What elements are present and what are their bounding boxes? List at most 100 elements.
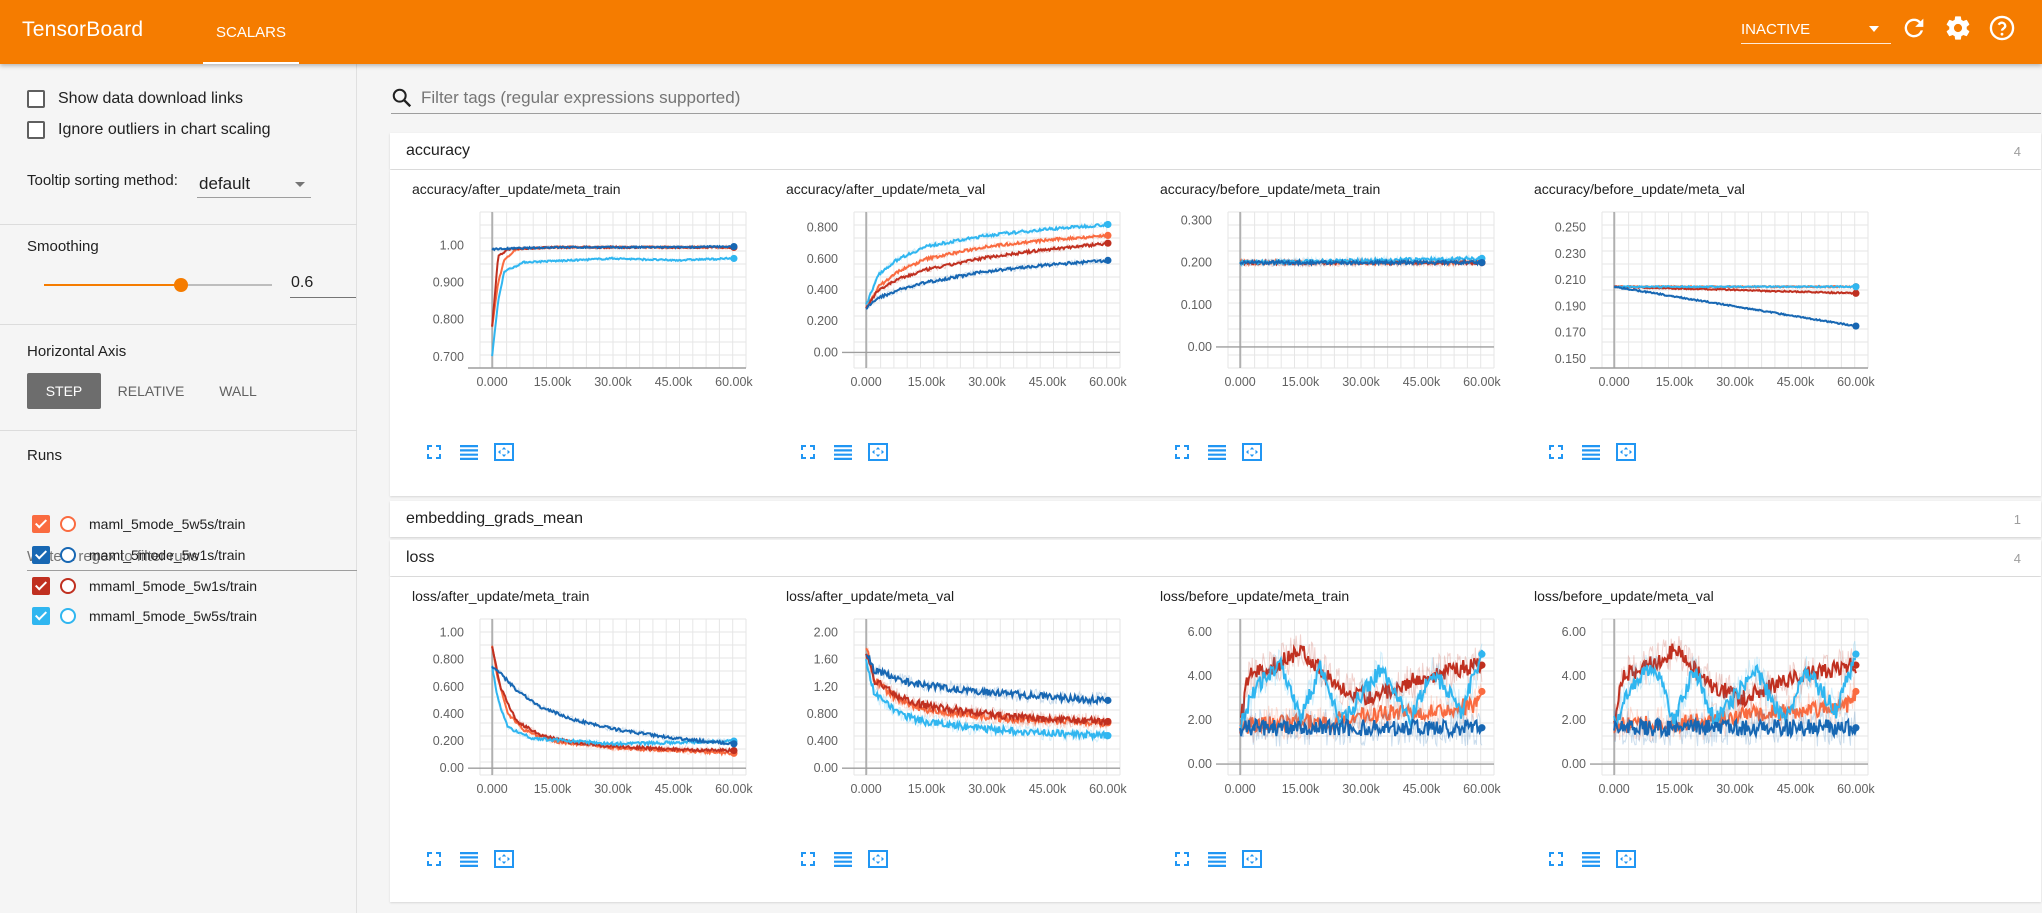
run-checkbox[interactable] (32, 577, 50, 595)
fullscreen-icon[interactable] (796, 847, 820, 871)
chart-card: loss/after_update/meta_train 1.00 0.800 0.6… (390, 577, 753, 877)
category-accuracy-header[interactable]: accuracy 4 (390, 133, 2041, 169)
x-tick-label: 30.00k (594, 375, 632, 389)
fit-domain-icon[interactable] (492, 440, 516, 464)
log-scale-icon[interactable] (457, 440, 481, 464)
series-endpoint (1104, 256, 1112, 264)
smoothing-value-input[interactable]: 0.6 (290, 268, 356, 298)
series-endpoint (1104, 696, 1112, 704)
tooltip-sorting-select[interactable]: default (197, 170, 311, 198)
series-line (865, 654, 1109, 706)
log-scale-icon[interactable] (831, 440, 855, 464)
x-tick-label: 30.00k (968, 375, 1006, 389)
gear-icon[interactable] (1944, 14, 1972, 42)
chart-plot[interactable]: 0.250 0.230 0.210 0.190 0.170 0.150 0.000 15.00… (1512, 200, 1892, 400)
run-color-radio[interactable] (60, 516, 76, 532)
fit-domain-icon[interactable] (866, 847, 890, 871)
y-tick-label: 1.00 (440, 626, 464, 640)
run-item[interactable]: mmaml_5mode_5w5s/train (32, 607, 257, 625)
fullscreen-icon[interactable] (1170, 847, 1194, 871)
x-tick-label: 30.00k (1716, 782, 1754, 796)
y-tick-label: 0.800 (433, 313, 464, 327)
refresh-icon[interactable] (1900, 14, 1928, 42)
series-endpoint (1478, 650, 1486, 658)
x-tick-label: 45.00k (655, 375, 693, 389)
run-color-radio[interactable] (60, 547, 76, 563)
run-item[interactable]: maml_5mode_5w1s/train (32, 546, 245, 564)
series-line (865, 240, 1109, 309)
series-endpoint (730, 254, 738, 263)
series-endpoint (1478, 724, 1486, 732)
log-scale-icon[interactable] (1205, 847, 1229, 871)
run-item[interactable]: maml_5mode_5w5s/train (32, 515, 245, 533)
axis-relative-button[interactable]: RELATIVE (117, 383, 185, 399)
chart-plot[interactable]: 0.300 0.200 0.100 0.00 0.000 15.00k 30.00k 45.0… (1138, 200, 1518, 400)
y-tick-label: 0.230 (1555, 247, 1586, 261)
log-scale-icon[interactable] (1205, 440, 1229, 464)
y-tick-label: 0.200 (1181, 256, 1212, 270)
axis-wall-button[interactable]: WALL (219, 383, 257, 399)
ignore-outliers-checkbox[interactable]: Ignore outliers in chart scaling (27, 121, 271, 139)
fullscreen-icon[interactable] (422, 440, 446, 464)
category-loss-header[interactable]: loss 4 (390, 540, 2041, 576)
log-scale-icon[interactable] (831, 847, 855, 871)
runs-label: Runs (27, 447, 63, 464)
chart-plot[interactable]: 6.00 4.00 2.00 0.00 0.000 15.00k 30.00k 45.00k 6… (1138, 607, 1518, 807)
log-scale-icon[interactable] (1579, 847, 1603, 871)
smoothing-slider-knob[interactable] (173, 278, 188, 292)
chart-toolbar (422, 440, 516, 464)
chart-grid (1601, 618, 1869, 776)
inactive-dashboards-select[interactable]: INACTIVE (1741, 16, 1891, 44)
fullscreen-icon[interactable] (796, 440, 820, 464)
run-checkbox[interactable] (32, 515, 50, 533)
fit-domain-icon[interactable] (1240, 440, 1264, 464)
tab-scalars[interactable]: SCALARS (203, 0, 299, 64)
fit-domain-icon[interactable] (1240, 847, 1264, 871)
log-scale-icon[interactable] (1579, 440, 1603, 464)
divider (0, 224, 357, 225)
run-checkbox[interactable] (32, 546, 50, 564)
axis-step-button[interactable]: STEP (27, 373, 101, 409)
category-embedding-grads-mean-header[interactable]: embedding_grads_mean 1 (390, 501, 2041, 537)
fullscreen-icon[interactable] (1170, 440, 1194, 464)
chart-title: loss/before_update/meta_train (1160, 588, 1350, 604)
y-tick-label: 0.300 (1181, 213, 1212, 227)
run-checkbox[interactable] (32, 607, 50, 625)
log-scale-icon[interactable] (457, 847, 481, 871)
fit-domain-icon[interactable] (492, 847, 516, 871)
fullscreen-icon[interactable] (422, 847, 446, 871)
x-tick-label: 0.000 (1598, 782, 1629, 796)
run-color-radio[interactable] (60, 608, 76, 624)
checkbox-box[interactable] (27, 121, 45, 139)
run-color-radio[interactable] (60, 578, 76, 594)
chart-grid (479, 211, 747, 369)
chart-plot[interactable]: 2.00 1.60 1.20 0.800 0.400 0.00 0.000 15.00k 30.… (764, 607, 1144, 807)
fullscreen-icon[interactable] (1544, 847, 1568, 871)
fit-domain-icon[interactable] (866, 440, 890, 464)
fit-domain-icon[interactable] (1614, 847, 1638, 871)
help-icon[interactable] (1988, 14, 2016, 42)
smoothing-slider[interactable] (44, 278, 272, 292)
tag-filter-input[interactable]: Filter tags (regular expressions support… (391, 82, 2041, 114)
series-endpoint (1104, 239, 1112, 247)
tooltip-sorting-value: default (199, 173, 251, 193)
chart-plot[interactable]: 0.800 0.600 0.400 0.200 0.00 0.000 15.00k 30.00… (764, 200, 1144, 400)
divider (0, 324, 357, 325)
chart-plot[interactable]: 1.00 0.900 0.800 0.700 0.000 15.00k 30.00k 45.0… (390, 200, 770, 400)
y-tick-label: 0.00 (1562, 757, 1586, 771)
chart-title: loss/before_update/meta_val (1534, 588, 1714, 604)
series-endpoint (1104, 220, 1112, 229)
smoothing-label: Smoothing (27, 238, 99, 255)
run-item[interactable]: mmaml_5mode_5w1s/train (32, 577, 257, 595)
top-app-bar: TensorBoard SCALARS INACTIVE (0, 0, 2042, 64)
y-tick-label: 0.170 (1555, 326, 1586, 340)
smoothing-slider-fill (44, 284, 181, 286)
fit-domain-icon[interactable] (1614, 440, 1638, 464)
chart-plot[interactable]: 1.00 0.800 0.600 0.400 0.200 0.00 0.000 15.00k 3… (390, 607, 770, 807)
chart-plot[interactable]: 6.00 4.00 2.00 0.00 0.000 15.00k 30.00k 45.00k 6… (1512, 607, 1892, 807)
category-count: 1 (2013, 511, 2021, 527)
show-download-links-checkbox[interactable]: Show data download links (27, 90, 243, 108)
x-tick-label: 45.00k (1403, 782, 1441, 796)
fullscreen-icon[interactable] (1544, 440, 1568, 464)
checkbox-box[interactable] (27, 90, 45, 108)
